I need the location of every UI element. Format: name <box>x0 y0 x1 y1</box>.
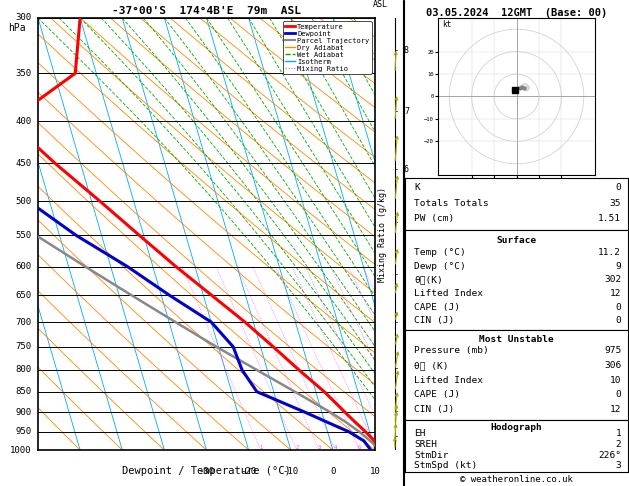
Text: 3: 3 <box>616 461 621 470</box>
Text: 11.2: 11.2 <box>598 248 621 257</box>
Text: 1: 1 <box>404 407 409 416</box>
Text: -20: -20 <box>240 467 257 476</box>
Text: θᴇ (K): θᴇ (K) <box>414 361 448 370</box>
Text: 700: 700 <box>15 317 31 327</box>
Text: 6: 6 <box>358 445 361 450</box>
Text: 20: 20 <box>379 333 386 338</box>
Text: 300: 300 <box>15 14 31 22</box>
Text: 1: 1 <box>259 445 262 450</box>
Text: 550: 550 <box>15 231 31 240</box>
Text: 900: 900 <box>15 408 31 417</box>
Text: 8: 8 <box>404 46 409 54</box>
Text: EH: EH <box>414 429 425 438</box>
Text: CAPE (J): CAPE (J) <box>414 303 460 312</box>
Text: SREH: SREH <box>414 440 437 449</box>
Text: 0: 0 <box>616 303 621 312</box>
Text: 1.51: 1.51 <box>598 214 621 224</box>
Text: 1: 1 <box>616 429 621 438</box>
Text: θᴇ(K): θᴇ(K) <box>414 276 443 284</box>
Text: kt: kt <box>442 20 452 29</box>
Text: 2: 2 <box>616 440 621 449</box>
Text: -10: -10 <box>282 467 299 476</box>
Text: hPa: hPa <box>8 23 26 33</box>
Text: 12: 12 <box>610 405 621 414</box>
Text: 35: 35 <box>610 199 621 208</box>
Text: Dewp (°C): Dewp (°C) <box>414 261 465 271</box>
Text: Totals Totals: Totals Totals <box>414 199 489 208</box>
Text: PW (cm): PW (cm) <box>414 214 454 224</box>
Text: -30: -30 <box>198 467 214 476</box>
Text: Pressure (mb): Pressure (mb) <box>414 346 489 355</box>
Text: 500: 500 <box>15 197 31 206</box>
Legend: Temperature, Dewpoint, Parcel Trajectory, Dry Adiabat, Wet Adiabat, Isotherm, Mi: Temperature, Dewpoint, Parcel Trajectory… <box>282 21 372 74</box>
Text: 12: 12 <box>610 289 621 298</box>
Text: 302: 302 <box>604 276 621 284</box>
Text: 0: 0 <box>616 316 621 325</box>
Text: LCL: LCL <box>404 432 418 441</box>
Text: 8: 8 <box>376 445 379 450</box>
Text: K: K <box>414 183 420 192</box>
Text: 750: 750 <box>15 342 31 351</box>
Text: 03.05.2024  12GMT  (Base: 00): 03.05.2024 12GMT (Base: 00) <box>426 8 607 18</box>
Text: 450: 450 <box>15 159 31 168</box>
Text: 0: 0 <box>616 390 621 399</box>
Text: 5: 5 <box>404 218 409 226</box>
Text: Surface: Surface <box>496 236 537 245</box>
Text: CAPE (J): CAPE (J) <box>414 390 460 399</box>
Text: 2: 2 <box>295 445 298 450</box>
Text: 950: 950 <box>15 427 31 436</box>
Text: Mixing Ratio (g/kg): Mixing Ratio (g/kg) <box>378 187 387 281</box>
Text: 226°: 226° <box>598 451 621 460</box>
Text: 7: 7 <box>404 107 409 116</box>
Text: km
ASL: km ASL <box>372 0 387 9</box>
Text: 10: 10 <box>380 428 387 433</box>
Text: StmDir: StmDir <box>414 451 448 460</box>
Text: -37°00'S  174°4B'E  79m  ASL: -37°00'S 174°4B'E 79m ASL <box>112 6 301 16</box>
Text: 800: 800 <box>15 365 31 374</box>
Text: 850: 850 <box>15 387 31 396</box>
Text: 1000: 1000 <box>10 446 31 454</box>
Text: 0: 0 <box>616 183 621 192</box>
Text: 10: 10 <box>610 376 621 385</box>
Text: 3: 3 <box>404 317 409 327</box>
Text: StmSpd (kt): StmSpd (kt) <box>414 461 477 470</box>
Text: CIN (J): CIN (J) <box>414 405 454 414</box>
Text: 306: 306 <box>604 361 621 370</box>
Text: Dewpoint / Temperature (°C): Dewpoint / Temperature (°C) <box>122 466 291 476</box>
Text: 4: 4 <box>334 445 337 450</box>
Text: CIN (J): CIN (J) <box>414 316 454 325</box>
Text: 6: 6 <box>404 165 409 174</box>
Text: 15: 15 <box>380 373 386 378</box>
Text: 10: 10 <box>370 467 381 476</box>
Text: 25: 25 <box>379 302 386 307</box>
Text: Most Unstable: Most Unstable <box>479 335 554 345</box>
Text: 3: 3 <box>318 445 321 450</box>
Text: Hodograph: Hodograph <box>491 423 542 432</box>
Text: 600: 600 <box>15 262 31 271</box>
Text: 2: 2 <box>404 363 409 372</box>
Text: 975: 975 <box>604 346 621 355</box>
Text: Lifted Index: Lifted Index <box>414 376 483 385</box>
Text: Lifted Index: Lifted Index <box>414 289 483 298</box>
Text: 350: 350 <box>15 69 31 78</box>
Text: 9: 9 <box>616 261 621 271</box>
Text: 400: 400 <box>15 117 31 126</box>
Text: 0: 0 <box>330 467 335 476</box>
Text: 4: 4 <box>404 269 409 278</box>
Text: Temp (°C): Temp (°C) <box>414 248 465 257</box>
Text: © weatheronline.co.uk: © weatheronline.co.uk <box>460 475 573 484</box>
Text: 650: 650 <box>15 291 31 300</box>
